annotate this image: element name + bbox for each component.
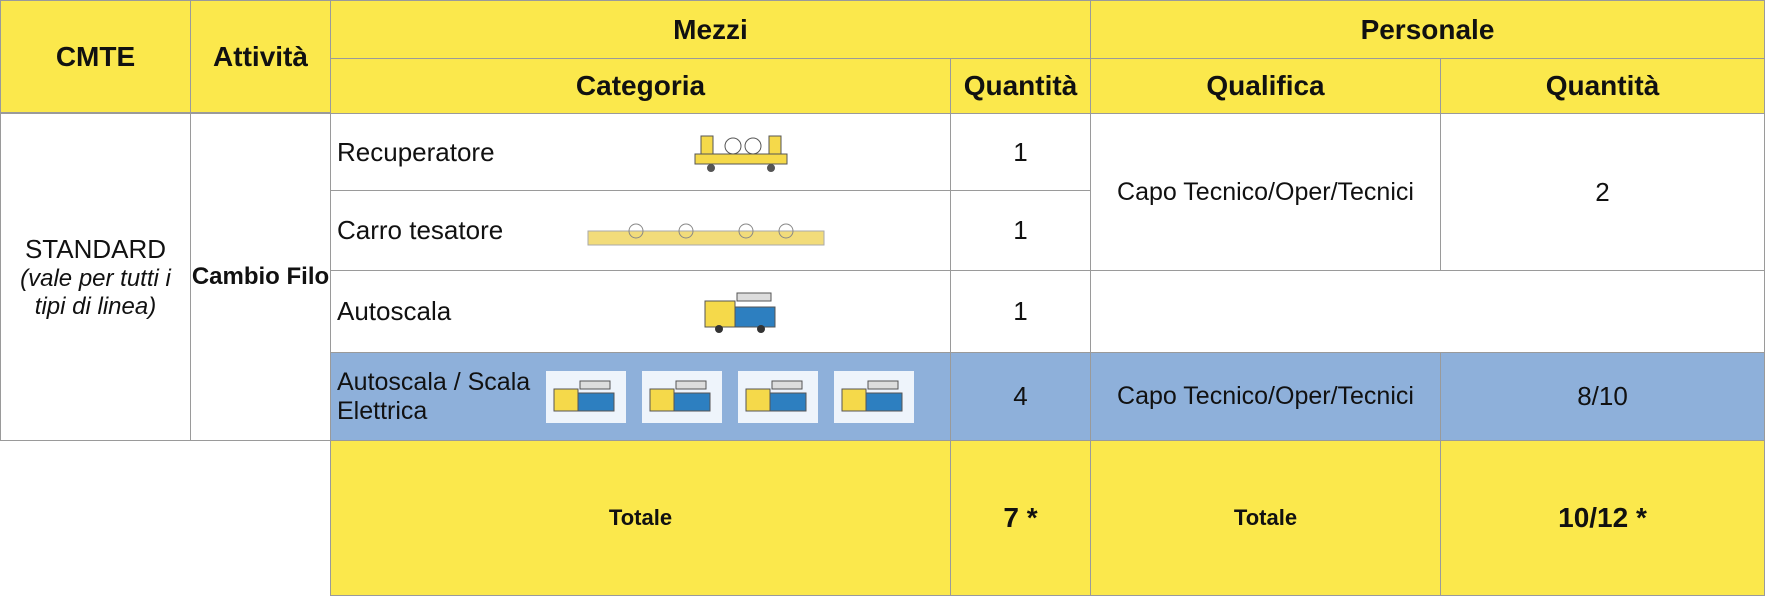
categoria: Carro tesatore xyxy=(337,215,504,245)
header-quantita: Quantità xyxy=(1440,58,1765,114)
qualifica-cell: Capo Tecnico/Oper/Tecnici xyxy=(1090,113,1441,271)
icon xyxy=(546,371,914,423)
header-cmte: CMTE xyxy=(0,0,191,113)
header-attivita: Attività xyxy=(190,0,331,113)
quantita-cell: 4 xyxy=(950,352,1091,441)
totale-label: Totale xyxy=(1090,440,1441,596)
cmte-note: (vale per tutti i tipi di linea) xyxy=(20,264,171,320)
icon xyxy=(587,223,825,246)
icon xyxy=(704,292,776,333)
categoria-cell: Autoscala xyxy=(330,270,951,353)
qualifica-cell: Capo Tecnico/Oper/Tecnici xyxy=(1090,352,1441,441)
cmte-cell: STANDARD (vale per tutti i tipi di linea… xyxy=(0,113,191,441)
totale-value: 7 * xyxy=(950,440,1091,596)
header-mezzi: Mezzi xyxy=(330,0,1091,59)
empty-cell xyxy=(1090,270,1765,353)
cmte-main: STANDARD xyxy=(24,233,167,264)
categoria-cell: Autoscala / Scala Elettrica xyxy=(330,352,951,441)
categoria: Autoscala xyxy=(337,296,452,326)
quantita-cell: 8/10 xyxy=(1440,352,1765,441)
quantita-cell: 2 xyxy=(1440,113,1765,271)
attivita-cell: Cambio Filo xyxy=(190,113,331,441)
icon xyxy=(694,135,788,172)
categoria-cell: Recuperatore xyxy=(330,113,951,191)
categoria: Autoscala / Scala Elettrica xyxy=(337,367,531,425)
quantita-cell: 1 xyxy=(950,113,1091,191)
header-categoria: Categoria xyxy=(330,58,951,114)
totale-label: Totale xyxy=(330,440,951,596)
header-personale: Personale xyxy=(1090,0,1765,59)
categoria-cell: Carro tesatore xyxy=(330,190,951,271)
categoria: Recuperatore xyxy=(337,136,495,167)
quantita-cell: 1 xyxy=(950,270,1091,353)
quantita-cell: 1 xyxy=(950,190,1091,271)
header-quantita: Quantità xyxy=(950,58,1091,114)
header-qualifica: Qualifica xyxy=(1090,58,1441,114)
totale-value: 10/12 * xyxy=(1440,440,1765,596)
